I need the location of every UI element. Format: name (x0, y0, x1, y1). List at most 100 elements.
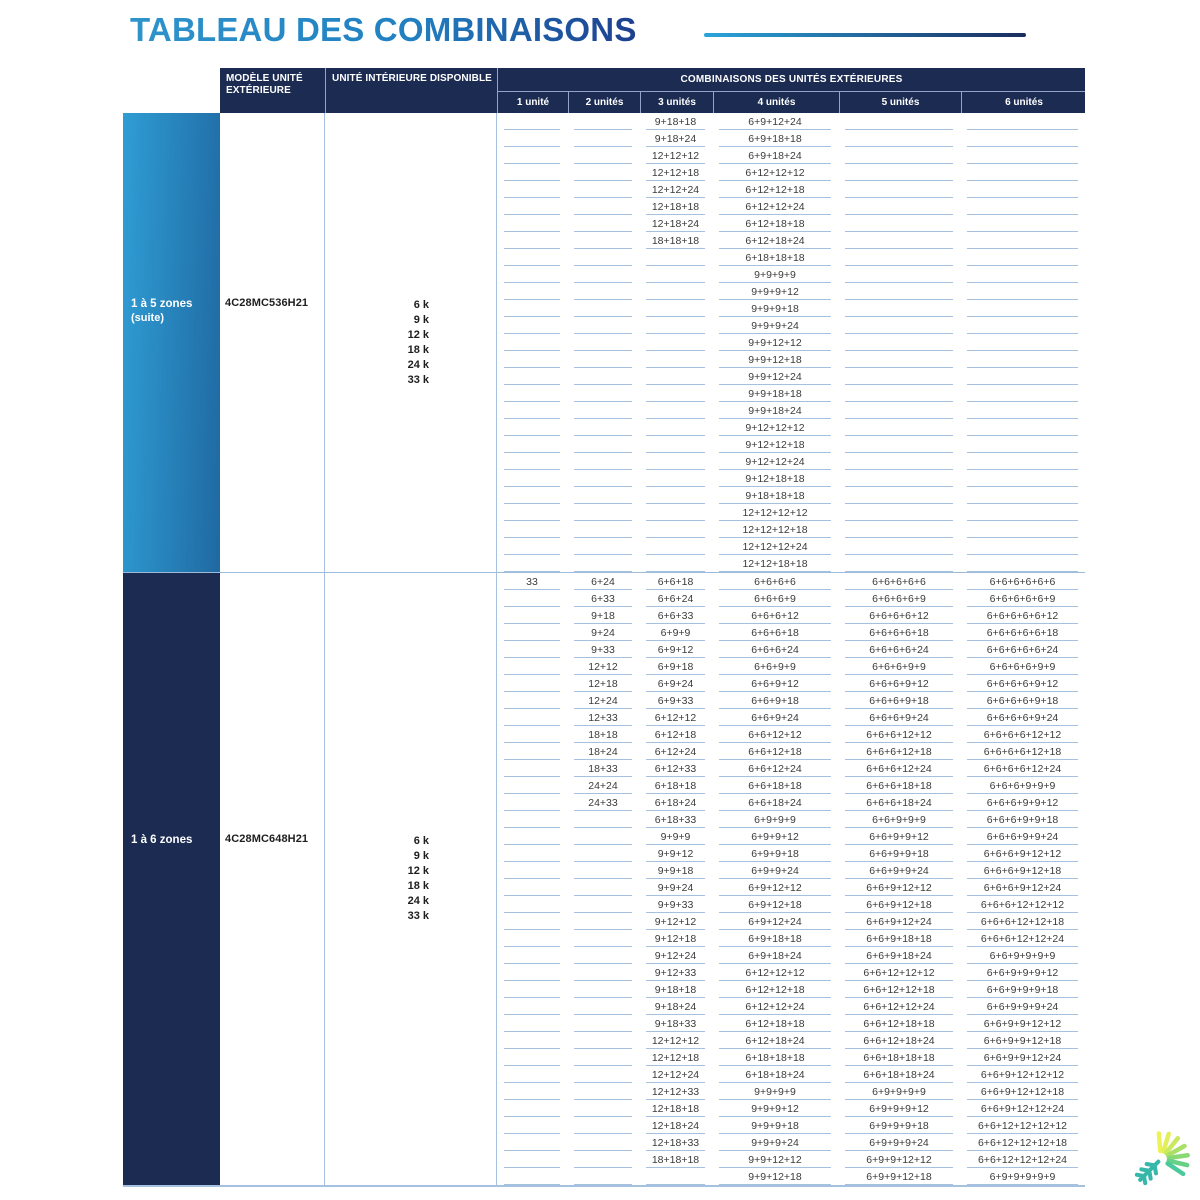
combo-cell: 6+9+12+12 (712, 879, 838, 896)
combo-cell: 6+6+9+12+12+12 (960, 1066, 1085, 1083)
combo-cell (567, 930, 639, 947)
combo-cell (567, 334, 639, 351)
combo-cell: 6+6+6+6+6 (838, 573, 960, 590)
indoor-unit: 12 k (407, 865, 429, 877)
model-cell: 4C28MC648H21 (220, 573, 325, 1185)
combo-cell: 6+6+9+9 (712, 658, 838, 675)
combo-cell: 6+6+6+9+12+24 (960, 879, 1085, 896)
combo-cell (960, 470, 1085, 487)
combo-cell: 6+18+33 (639, 811, 712, 828)
combo-cell: 12+18+33 (639, 1134, 712, 1151)
combo-cell: 6+6+9+24 (712, 709, 838, 726)
combo-cell: 6+6+6+12 (712, 607, 838, 624)
combo-cell (838, 385, 960, 402)
combo-cell (497, 896, 567, 913)
combo-cell: 6+6+6+18+24 (838, 794, 960, 811)
combo-cell (639, 334, 712, 351)
combo-cell: 6+6+12+18 (712, 743, 838, 760)
combo-cell: 6+6+6+24 (712, 641, 838, 658)
combo-cell: 6+6+9+12+12+24 (960, 1100, 1085, 1117)
combo-cell: 9+18+24 (639, 130, 712, 147)
table-body: 1 à 5 zones (suite) 4C28MC536H21 6 k 9 k 12 k… (123, 113, 1085, 1185)
combo-cell (497, 317, 567, 334)
indoor-unit: 12 k (407, 328, 429, 341)
indoor-unit: 33 k (407, 373, 429, 386)
combo-cell: 6+9+18+18 (712, 930, 838, 947)
combo-cell: 9+9+24 (639, 879, 712, 896)
combo-cell: 6+9+9+9+18 (838, 1117, 960, 1134)
indoor-units-cell: 6 k 9 k 12 k 18 k 24 k 33 k (325, 573, 497, 1185)
combo-cell (567, 1032, 639, 1049)
table-section: 1 à 5 zones (suite) 4C28MC536H21 6 k 9 k 12 k… (123, 113, 1085, 573)
combo-cell: 6+9+9+9+12 (838, 1100, 960, 1117)
combo-cell (838, 266, 960, 283)
combo-cell (639, 283, 712, 300)
combo-cell: 18+18+18 (639, 1151, 712, 1168)
combo-cell (497, 624, 567, 641)
combo-cell (497, 879, 567, 896)
combo-cell: 6+6+33 (639, 607, 712, 624)
combo-cell: 6+6+6+9+12+18 (960, 862, 1085, 879)
combo-cell: 9+18+18 (639, 981, 712, 998)
combo-cell (960, 521, 1085, 538)
combo-cell (497, 334, 567, 351)
combo-cell (497, 641, 567, 658)
combo-cell (567, 1015, 639, 1032)
combo-cell: 6+6+6+6+6+18 (960, 624, 1085, 641)
combo-cell (497, 964, 567, 981)
combo-cell (497, 692, 567, 709)
combo-cell: 6+9+9+24 (712, 862, 838, 879)
combo-cell (838, 283, 960, 300)
combo-cell: 6+9+18+24 (712, 947, 838, 964)
unit-col-header: 5 unités (839, 92, 961, 113)
combo-cell (567, 249, 639, 266)
combo-cell: 6+6+9+9+9+24 (960, 998, 1085, 1015)
combo-cell (567, 487, 639, 504)
combo-cell (497, 1134, 567, 1151)
combo-cell (639, 453, 712, 470)
combo-cell: 6+9+9+12+18 (838, 1168, 960, 1185)
combo-cell: 9+9+9+12 (712, 283, 838, 300)
combo-cell: 9+9+9+24 (712, 317, 838, 334)
combo-cell (567, 555, 639, 572)
combo-cell (960, 555, 1085, 572)
combo-cell: 9+9+18+24 (712, 402, 838, 419)
unit-col-header: 4 unités (713, 92, 839, 113)
combo-cell (567, 981, 639, 998)
combo-cell (497, 504, 567, 521)
combo-cell (497, 147, 567, 164)
combo-cell (497, 862, 567, 879)
combo-cell: 6+6+6+12+18 (838, 743, 960, 760)
combo-cell: 9+9+18+18 (712, 385, 838, 402)
combo-cell: 6+6+9+9+9+9 (960, 947, 1085, 964)
combo-cell: 9+12+33 (639, 964, 712, 981)
combo-cell: 6+18+18+18 (712, 249, 838, 266)
combo-cell: 6+12+18 (639, 726, 712, 743)
combo-cell: 12+12+33 (639, 1083, 712, 1100)
combo-cell (567, 266, 639, 283)
combo-cell (567, 300, 639, 317)
combo-cell (639, 351, 712, 368)
combo-cell (567, 1134, 639, 1151)
combo-cell: 6+6+6+6+12+18 (960, 743, 1085, 760)
combo-cell: 6+12+18+18 (712, 1015, 838, 1032)
combo-cell (838, 215, 960, 232)
combo-cell: 12+12+18 (639, 164, 712, 181)
combo-cell (567, 317, 639, 334)
combo-cell (838, 555, 960, 572)
combo-cell: 12+12+24 (639, 181, 712, 198)
combo-cell (497, 1117, 567, 1134)
combo-cell: 6+6+9+12+18 (838, 896, 960, 913)
combo-cell: 9+12+18+18 (712, 470, 838, 487)
combo-cell: 6+6+6+9+18 (838, 692, 960, 709)
indoor-unit: 9 k (413, 313, 429, 326)
model-number: 4C28MC536H21 (225, 296, 309, 309)
combo-cell: 12+12+12 (639, 147, 712, 164)
combo-cell (567, 964, 639, 981)
combo-cell (960, 538, 1085, 555)
table-header: MODÈLE UNITÉ EXTÉRIEURE UNITÉ INTÉRIEURE… (220, 68, 1085, 113)
combo-cell (497, 590, 567, 607)
combo-cell: 12+12+12+24 (712, 538, 838, 555)
combo-cell (838, 487, 960, 504)
indoor-units-cell: 6 k 9 k 12 k 18 k 24 k 33 k (325, 113, 497, 572)
